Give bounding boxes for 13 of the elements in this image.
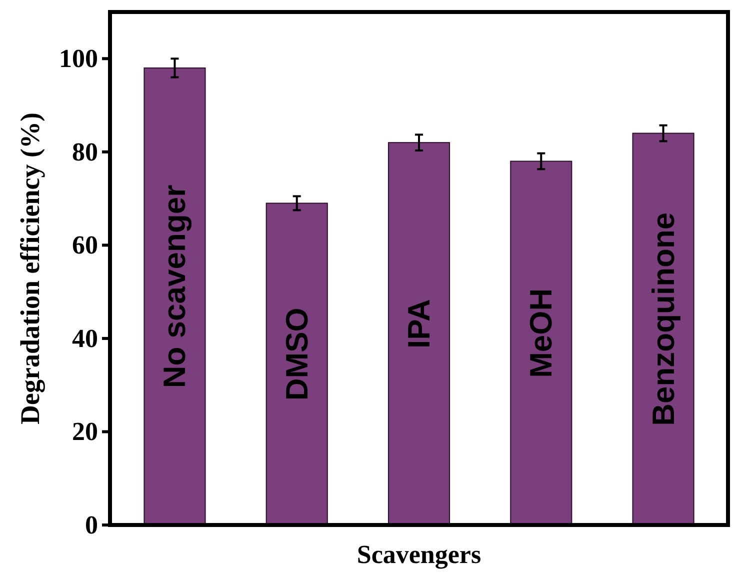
y-tick-label: 0 [85,510,98,540]
x-axis-title: Scavengers [356,540,482,569]
x-tick-label: DMSO [279,308,314,401]
x-tick-label: IPA [402,299,436,348]
y-tick-label: 60 [72,230,98,260]
x-tick-label: Benzoquinone [646,212,681,426]
x-tick-label: No scavenger [157,184,192,388]
y-axis-title: Degradation efficiency (%) [15,112,45,424]
y-tick-label: 100 [59,44,98,74]
y-tick-label: 80 [72,137,98,166]
y-tick-label: 20 [72,417,98,446]
y-tick-label: 40 [72,324,98,353]
x-tick-label: MeOH [524,288,559,378]
